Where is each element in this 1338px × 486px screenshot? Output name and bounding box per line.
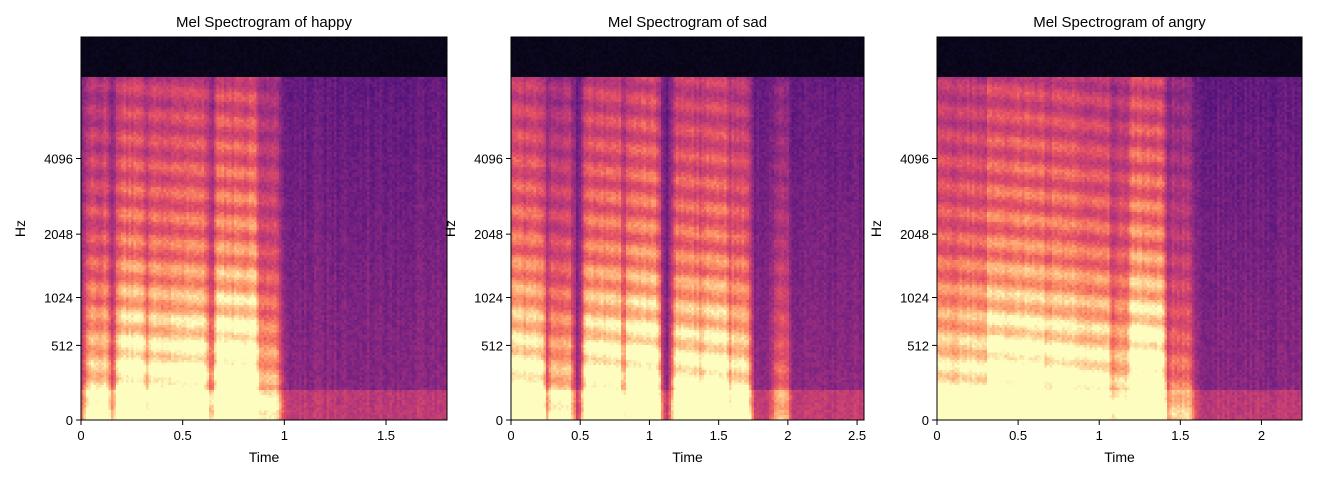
y-tick-label: 2048 — [900, 227, 929, 242]
y-axis-label: Hz — [12, 220, 28, 237]
y-tick-label: 512 — [481, 338, 503, 353]
y-tick-label: 1024 — [44, 291, 73, 306]
y-tick-label: 0 — [496, 413, 503, 428]
x-tick-label: 0.5 — [1009, 428, 1027, 443]
x-tick-label: 0 — [77, 428, 84, 443]
y-tick-label: 512 — [907, 338, 929, 353]
x-tick-label: 1.5 — [710, 428, 728, 443]
y-axis-label: Hz — [868, 220, 884, 237]
x-tick-label: 1.5 — [1171, 428, 1189, 443]
chart-title: Mel Spectrogram of happy — [176, 14, 352, 31]
plot-frame — [936, 36, 1303, 421]
spectrogram-heatmap — [937, 37, 1302, 420]
chart-panel-1: Mel Spectrogram of sad 0 0.5 1 1.5 2 2.5 0 512 10… — [442, 14, 866, 465]
y-tick-label: 0 — [66, 413, 73, 428]
y-tick-label: 4096 — [44, 151, 73, 166]
spectrogram-heatmap — [81, 37, 447, 420]
plot-frame — [80, 36, 448, 421]
y-tick-label: 2048 — [44, 227, 73, 242]
y-axis-label: Hz — [442, 220, 458, 237]
x-tick-label: 1.5 — [377, 428, 395, 443]
chart-panel-2: Mel Spectrogram of angry 0 0.5 1 1.5 2 0 512 102… — [868, 14, 1303, 465]
x-tick-label: 0.5 — [571, 428, 589, 443]
x-tick-label: 0.5 — [174, 428, 192, 443]
y-tick-label: 4096 — [900, 151, 929, 166]
y-tick-label: 512 — [51, 338, 73, 353]
x-tick-label: 0 — [507, 428, 514, 443]
y-tick-label: 0 — [922, 413, 929, 428]
x-axis-label: Time — [249, 449, 280, 465]
y-tick-label: 4096 — [474, 151, 503, 166]
x-axis-label: Time — [1104, 449, 1135, 465]
x-tick-label: 1 — [1096, 428, 1103, 443]
chart-title: Mel Spectrogram of angry — [1033, 14, 1206, 31]
spectrogram-heatmap — [511, 37, 864, 420]
plot-frame — [510, 36, 865, 421]
chart-title: Mel Spectrogram of sad — [608, 14, 767, 31]
y-tick-label: 2048 — [474, 227, 503, 242]
chart-panel-0: Mel Spectrogram of happy 0 0.5 1 1.5 0 512 1024… — [12, 14, 448, 465]
x-tick-label: 0 — [933, 428, 940, 443]
y-tick-label: 1024 — [900, 291, 929, 306]
y-tick-label: 1024 — [474, 291, 503, 306]
x-tick-label: 1 — [646, 428, 653, 443]
x-tick-label: 2.5 — [848, 428, 866, 443]
x-axis-label: Time — [672, 449, 703, 465]
x-tick-label: 1 — [281, 428, 288, 443]
x-tick-label: 2 — [1258, 428, 1265, 443]
x-tick-label: 2 — [784, 428, 791, 443]
